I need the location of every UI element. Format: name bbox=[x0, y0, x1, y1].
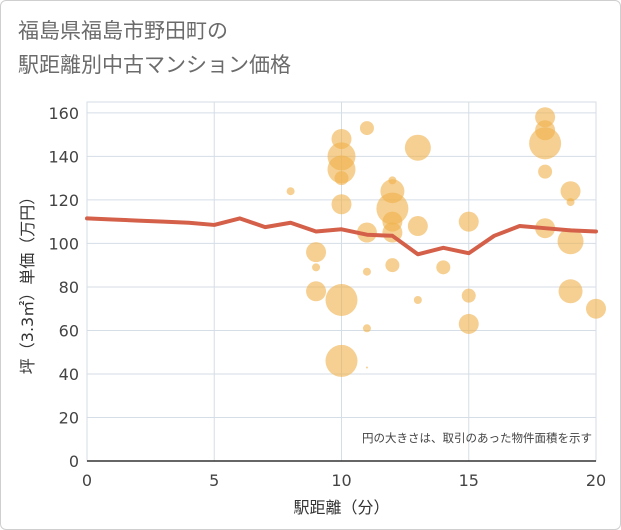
y-tick-label: 60 bbox=[59, 321, 79, 340]
x-tick-label: 20 bbox=[586, 471, 606, 490]
data-bubble bbox=[325, 283, 358, 316]
x-tick-label: 5 bbox=[209, 471, 219, 490]
data-bubble bbox=[359, 121, 374, 136]
data-bubble bbox=[327, 155, 356, 184]
y-tick-label: 140 bbox=[48, 147, 79, 166]
data-bubble bbox=[362, 324, 371, 333]
data-bubble bbox=[529, 127, 562, 160]
data-bubble bbox=[407, 216, 428, 237]
average-line-series bbox=[85, 216, 598, 257]
data-bubble bbox=[331, 194, 352, 215]
data-bubble bbox=[560, 181, 581, 202]
y-tick-label: 0 bbox=[69, 452, 79, 471]
data-bubble bbox=[365, 366, 368, 369]
y-tick-label: 20 bbox=[59, 408, 79, 427]
x-tick-label: 0 bbox=[82, 471, 92, 490]
data-bubble bbox=[538, 164, 553, 179]
y-tick-label: 80 bbox=[59, 278, 79, 297]
data-bubble bbox=[325, 344, 358, 377]
bubble-size-note: 円の大きさは、取引のあった物件面積を示す bbox=[362, 431, 592, 445]
data-bubble bbox=[286, 187, 295, 196]
y-tick-label: 40 bbox=[59, 365, 79, 384]
chart-title-line1: 福島県福島市野田町の bbox=[18, 19, 228, 43]
data-bubble bbox=[586, 298, 606, 319]
data-bubble bbox=[356, 222, 377, 243]
y-tick-label: 120 bbox=[48, 191, 79, 210]
y-axis-label: 坪（3.3㎡）単価（万円） bbox=[18, 189, 37, 374]
data-bubble bbox=[306, 242, 327, 263]
data-bubble bbox=[458, 313, 479, 334]
x-tick-label: 15 bbox=[459, 471, 479, 490]
chart-title: 福島県福島市野田町の 駅距離別中古マンション価格 bbox=[18, 14, 291, 82]
data-bubble bbox=[362, 267, 371, 276]
chart-title-line2: 駅距離別中古マンション価格 bbox=[18, 53, 291, 77]
y-tick-label: 160 bbox=[48, 104, 79, 123]
data-bubble bbox=[413, 295, 422, 304]
average-price-line bbox=[85, 216, 598, 257]
data-bubble bbox=[566, 198, 575, 207]
data-bubble bbox=[436, 260, 451, 275]
data-bubble bbox=[557, 228, 584, 255]
bubble-series bbox=[286, 107, 606, 377]
data-bubble bbox=[312, 263, 321, 272]
axes: 0 20 40 60 80 100 120 140 160 0 5 10 15 20 bbox=[48, 104, 606, 490]
data-bubble bbox=[306, 281, 327, 302]
data-bubble bbox=[334, 171, 349, 186]
data-bubble bbox=[458, 211, 479, 232]
data-bubble bbox=[461, 288, 476, 303]
data-bubble bbox=[558, 279, 583, 304]
y-tick-label: 100 bbox=[48, 234, 79, 253]
x-tick-label: 10 bbox=[331, 471, 351, 490]
x-axis-label: 駅距離（分） bbox=[293, 498, 389, 517]
data-bubble bbox=[385, 258, 400, 273]
data-bubble bbox=[404, 134, 431, 161]
